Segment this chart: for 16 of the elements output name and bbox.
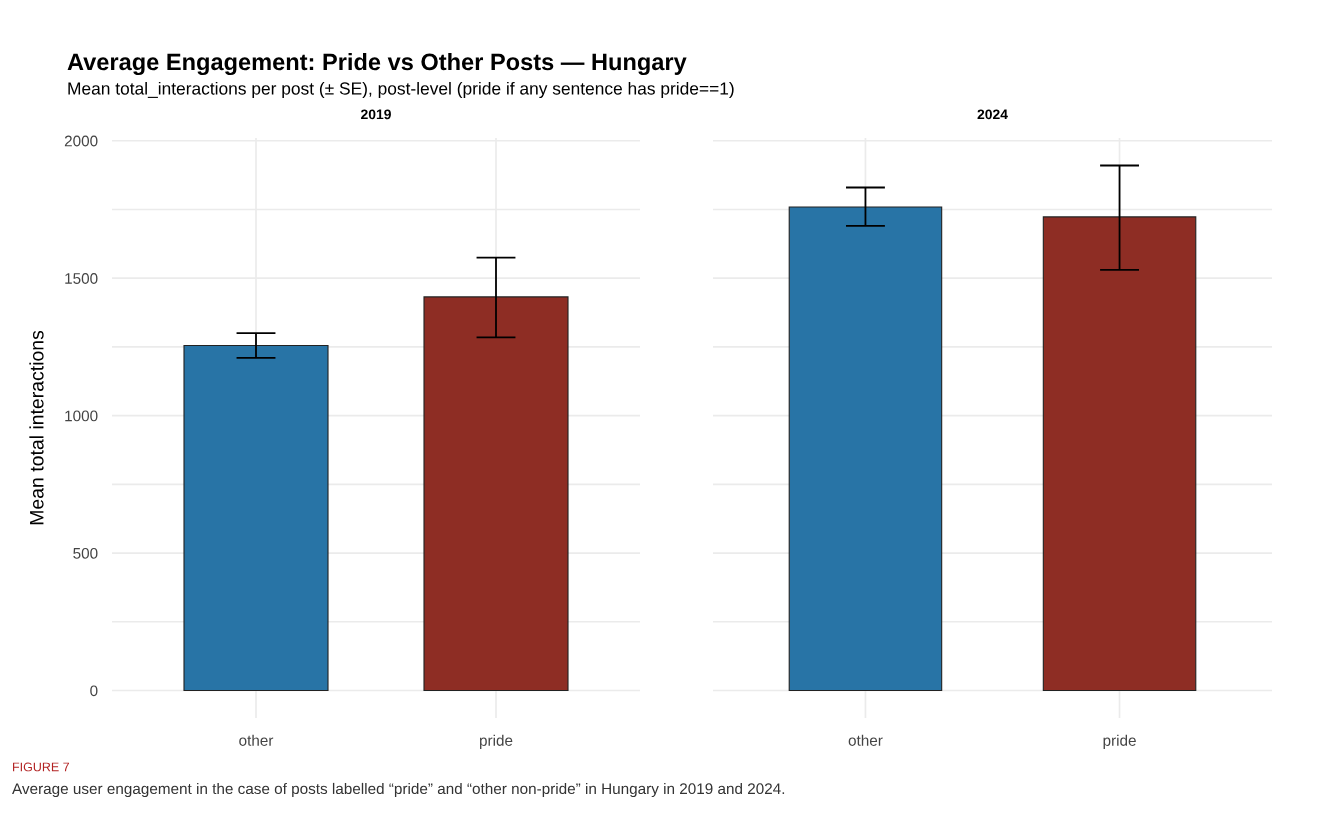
chart-subtitle: Mean total_interactions per post (± SE), post-level (pride if any sentence has pride==1) <box>68 81 734 99</box>
y-tick-label: 0 <box>90 685 98 697</box>
text: Average user engagement in the case of posts labelled “pride” and “other non-pride” in Hungary in 2019 and 2024. <box>12 782 785 798</box>
caption: FIGURE 7 <box>13 762 70 772</box>
text: 2024 <box>977 109 1008 120</box>
x-tick-label: other <box>848 734 883 746</box>
x-tick-label: pride <box>1103 734 1136 749</box>
y-tick-label: 2000 <box>64 135 98 147</box>
y-axis-title: Mean total interactions <box>29 330 44 525</box>
y-tick-label: 1000 <box>65 410 98 422</box>
text: 2019 <box>361 109 391 120</box>
x-tick-label: other <box>239 734 274 746</box>
y-tick-label: 500 <box>73 547 98 559</box>
chart-title: Average Engagement: Pride vs Other Posts — Hungary <box>67 52 687 76</box>
x-tick-label: pride <box>480 734 513 749</box>
y-tick-label: 1500 <box>65 273 98 284</box>
